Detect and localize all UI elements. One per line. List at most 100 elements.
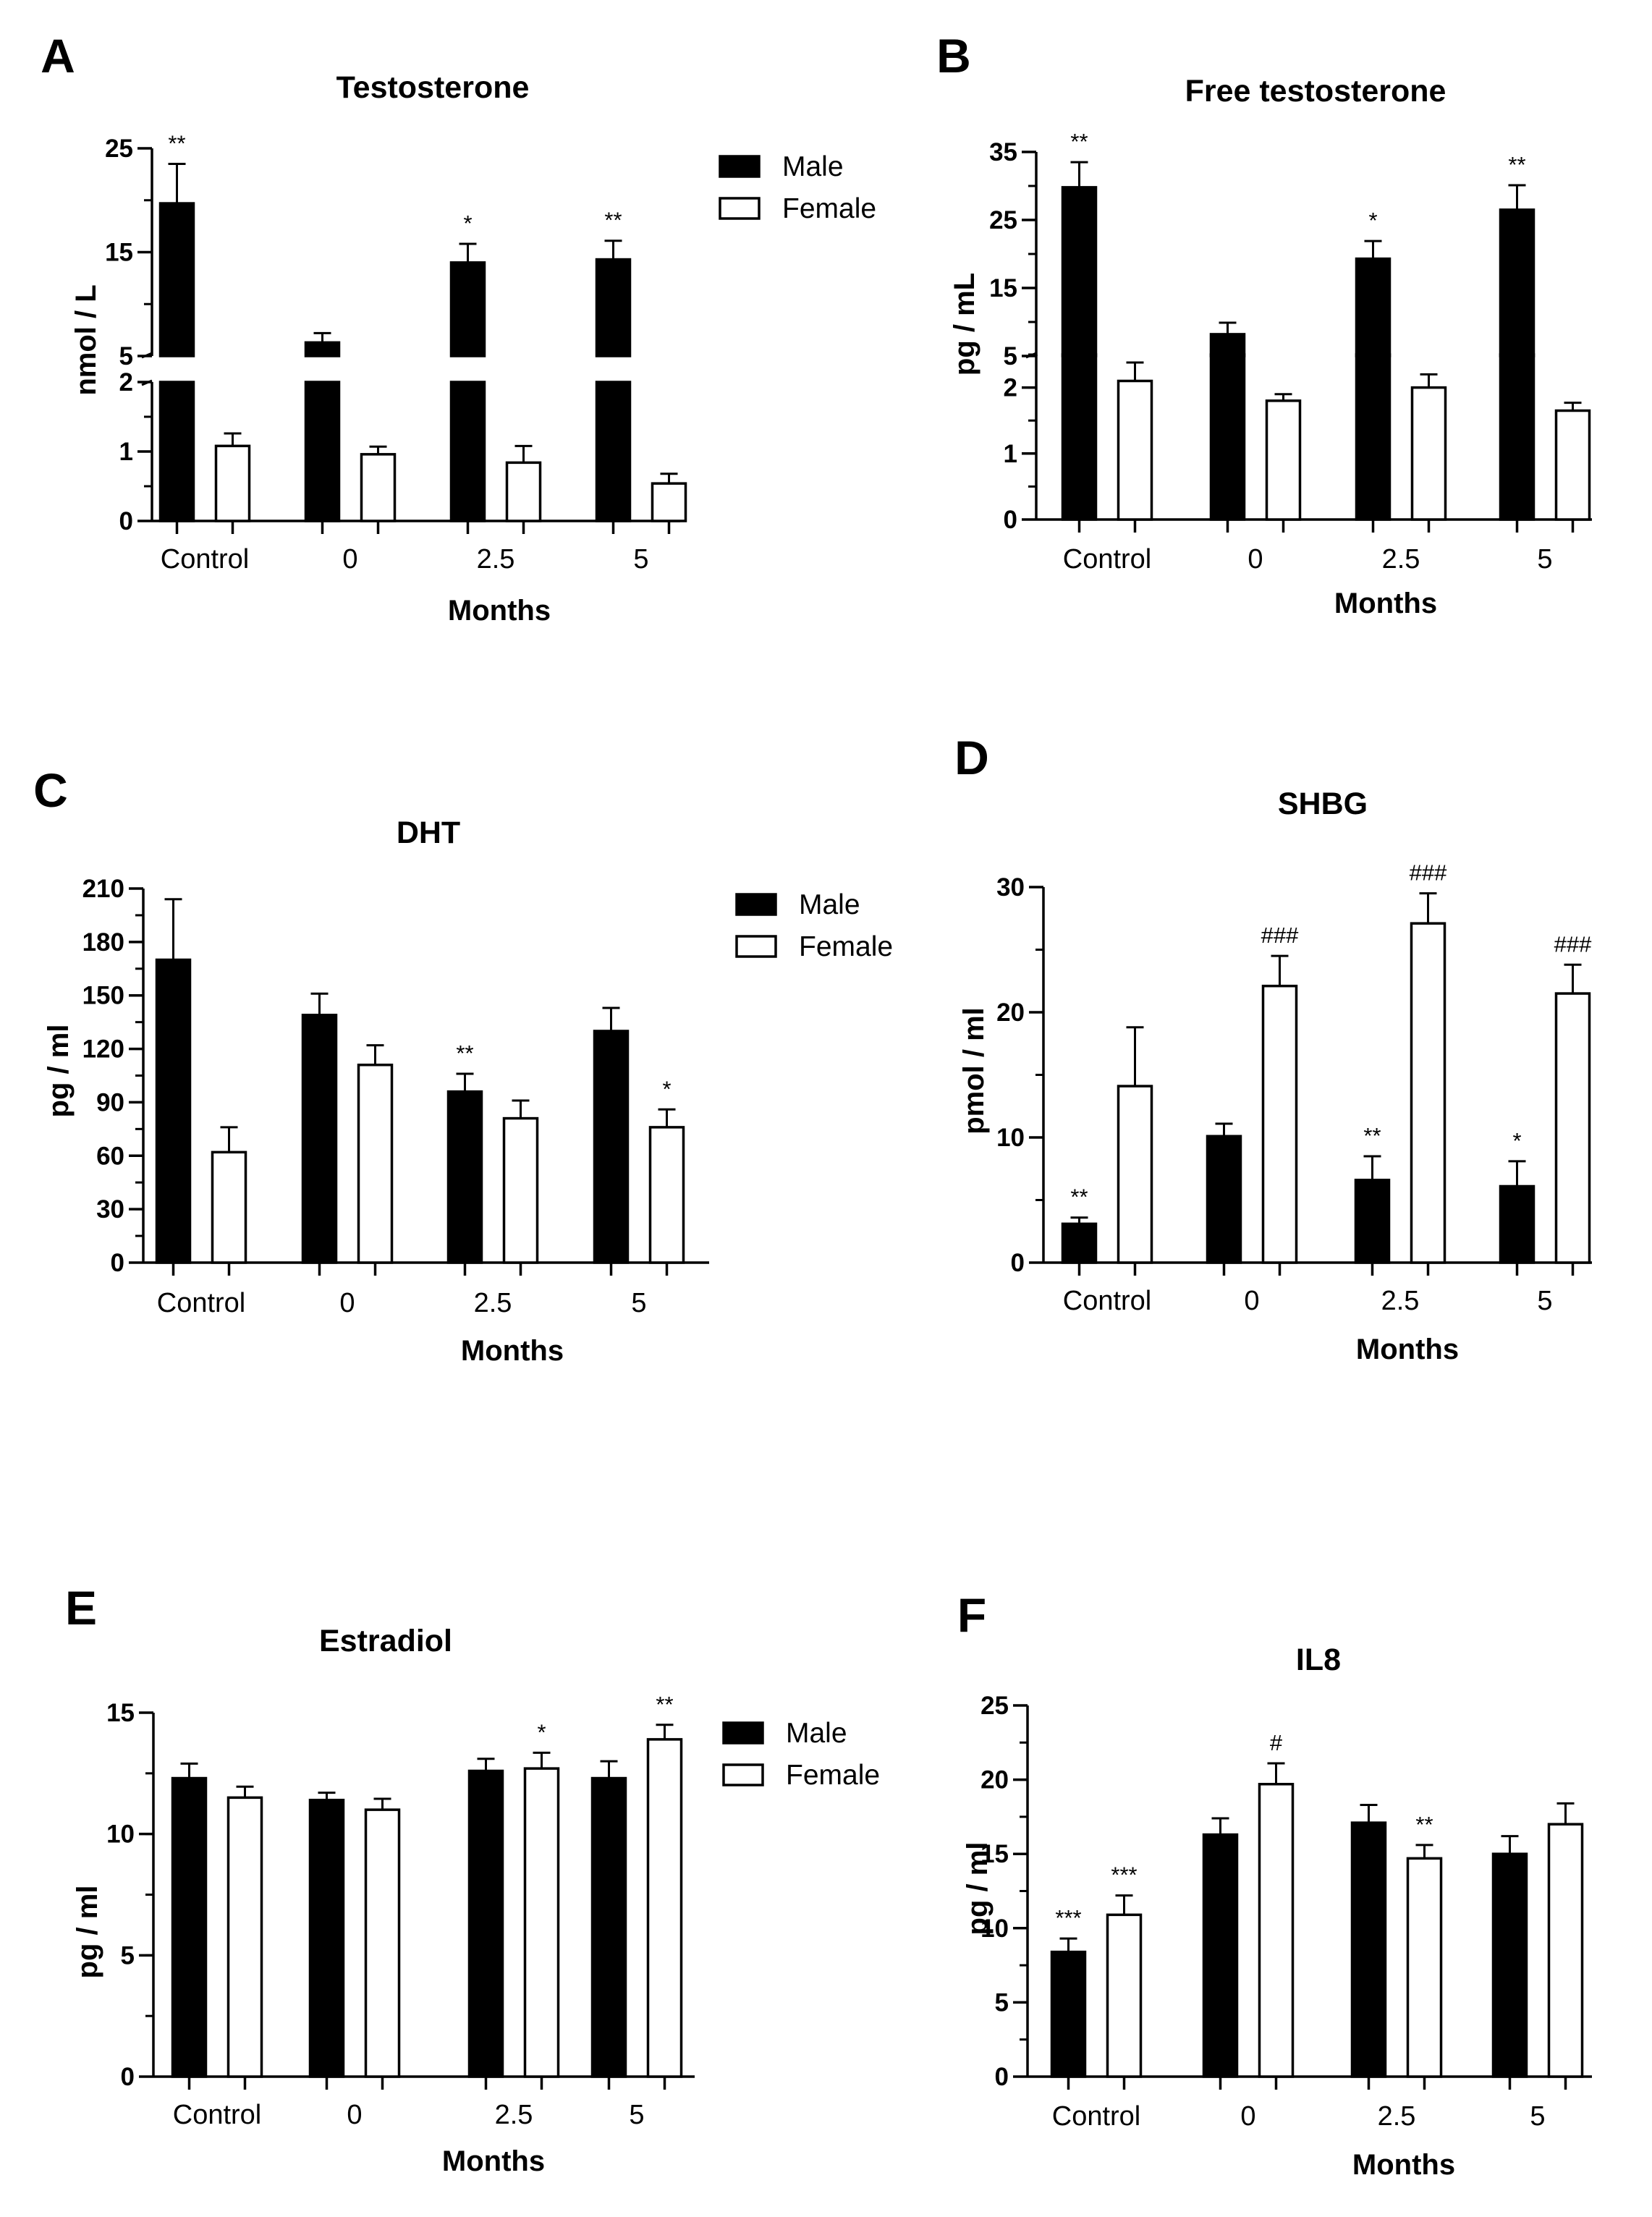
y-tick-label: 35 xyxy=(989,138,1017,166)
y-tick-label: 10 xyxy=(980,1915,1009,1943)
y-tick-label: 210 xyxy=(82,875,124,903)
legend: Male Female xyxy=(722,1718,880,1791)
significance-female-5: ### xyxy=(1554,931,1592,957)
bar-female-5 xyxy=(1554,992,1591,1264)
bar-male-control xyxy=(158,202,195,357)
bar-female-control xyxy=(1106,1913,1143,2078)
y-tick-label: 0 xyxy=(1011,1249,1025,1277)
y-tick-label: 5 xyxy=(995,1988,1009,2017)
bar-male-control xyxy=(171,1776,208,2078)
significance-male-control: ** xyxy=(1070,129,1088,154)
significance-female-2-5: ** xyxy=(1415,1812,1433,1837)
x-tick-label-0: 0 xyxy=(339,1288,355,1318)
y-tick-label: 90 xyxy=(96,1088,124,1116)
bar-male-control xyxy=(1061,186,1098,357)
bar-female-control xyxy=(1117,379,1153,521)
x-tick-label-0: 0 xyxy=(1248,544,1263,575)
x-axis-label: Months xyxy=(442,2145,545,2177)
bar-female-0 xyxy=(1258,1783,1295,2078)
bars: *** *** # ** xyxy=(1050,1730,1584,2078)
y-tick-label: 0 xyxy=(995,2063,1009,2091)
panel-c: C DHT pg / ml 0 30 60 90 120 150 180 210 Control 0 2.… xyxy=(33,763,893,1367)
x-tick-label-2-5: 2.5 xyxy=(477,544,515,575)
x-axis-label: Months xyxy=(448,595,551,627)
x-tick-label-2-5: 2.5 xyxy=(474,1288,512,1318)
bar-male-5 xyxy=(593,1030,630,1264)
bars: ***** xyxy=(1061,129,1591,521)
panel-d: D SHBG pmol / ml 0 10 20 30 Control 0 2.5 5 Months *… xyxy=(954,731,1592,1365)
y-tick-label: 15 xyxy=(106,1699,135,1727)
y-tick-label: 0 xyxy=(119,507,133,535)
bars: *** xyxy=(155,898,685,1264)
x-tick-label-0: 0 xyxy=(1240,2101,1255,2132)
x-tick-label-5: 5 xyxy=(633,544,648,575)
bar-female-2-5 xyxy=(502,1116,539,1264)
y-tick-label: 25 xyxy=(989,206,1017,234)
x-tick-label-0: 0 xyxy=(342,544,357,575)
y-axis-label: nmol / L xyxy=(70,284,102,395)
bar-female-5 xyxy=(651,482,687,522)
x-axis: Control 0 2.5 5 xyxy=(143,1261,709,1318)
bar-male-0 xyxy=(1206,1135,1242,1264)
y-axis-label: pg / ml xyxy=(72,1886,103,1979)
bar-male-2-5 xyxy=(446,1090,483,1264)
bar-female-2-5 xyxy=(1410,922,1446,1264)
panel-f: F IL8 pg / ml 0 5 10 15 20 25 Control 0 2.5 5 Months *… xyxy=(957,1588,1592,2181)
y-tick-label: 150 xyxy=(82,982,124,1010)
significance-male-5: * xyxy=(1512,1128,1521,1153)
x-tick-label-2-5: 2.5 xyxy=(1378,2101,1416,2132)
panel-label: E xyxy=(65,1581,97,1635)
y-axis-label: pg / mL xyxy=(949,273,980,376)
x-axis: Control 0 2.5 5 xyxy=(1028,2075,1592,2132)
x-axis: Control 0 2.5 5 xyxy=(152,520,680,575)
y-tick-label: 30 xyxy=(996,873,1025,902)
y-tick-label: 10 xyxy=(106,1820,135,1849)
significance-male-control: ** xyxy=(168,131,185,156)
x-tick-label-control: Control xyxy=(1052,2101,1141,2132)
significance-male-2-5: ** xyxy=(456,1040,473,1066)
x-tick-label-5: 5 xyxy=(1537,1286,1552,1316)
y-tick-label: 30 xyxy=(96,1195,124,1224)
panel-label: B xyxy=(936,29,971,82)
x-tick-label-2-5: 2.5 xyxy=(495,2100,533,2130)
panel-label: F xyxy=(957,1588,986,1642)
bar-male-2-5 xyxy=(467,1769,504,2078)
x-tick-label-5: 5 xyxy=(631,1288,646,1318)
y-tick-label: 1 xyxy=(119,438,133,466)
legend-label-female: Female xyxy=(782,193,876,224)
bars: **** *######### xyxy=(1061,860,1592,1264)
panel-label: D xyxy=(954,731,989,784)
bar-female-0 xyxy=(1261,984,1298,1264)
x-tick-label-0: 0 xyxy=(1244,1286,1259,1316)
bar-female-control xyxy=(211,1150,247,1264)
y-axis: 0 5 10 15 xyxy=(106,1699,155,2091)
bar-female-0 xyxy=(364,1808,401,2078)
bar-male-5 xyxy=(1499,208,1535,357)
y-tick-label: 25 xyxy=(105,135,133,163)
bar-female-control xyxy=(226,1796,263,2078)
x-axis: Control 0 2.5 5 xyxy=(153,2075,695,2130)
legend: Male Female xyxy=(719,151,876,224)
bar-female-5 xyxy=(1547,1823,1584,2078)
legend-label-female: Female xyxy=(786,1760,880,1791)
bar-male-control-lower xyxy=(1061,353,1098,521)
bar-female-5 xyxy=(1554,409,1591,521)
legend-swatch-female xyxy=(735,935,777,958)
significance-female-0: ### xyxy=(1261,923,1299,948)
x-axis-label: Months xyxy=(461,1335,564,1367)
significance-female-0: # xyxy=(1270,1730,1283,1755)
bar-female-0 xyxy=(357,1063,394,1264)
panel-label: C xyxy=(33,763,68,817)
bar-female-5 xyxy=(648,1126,685,1264)
bar-female-0 xyxy=(360,453,397,522)
y-axis: 0 1 25 15 25 xyxy=(105,135,153,535)
bar-male-2-5 xyxy=(1350,1821,1387,2078)
y-tick-label: 5 xyxy=(121,1941,135,1970)
panel-label: A xyxy=(41,29,75,82)
y-tick-label: 60 xyxy=(96,1142,124,1170)
y-tick-label: 25 xyxy=(980,1692,1009,1720)
axis-break-mark xyxy=(1025,352,1037,359)
chart-title: Testosterone xyxy=(336,70,530,105)
